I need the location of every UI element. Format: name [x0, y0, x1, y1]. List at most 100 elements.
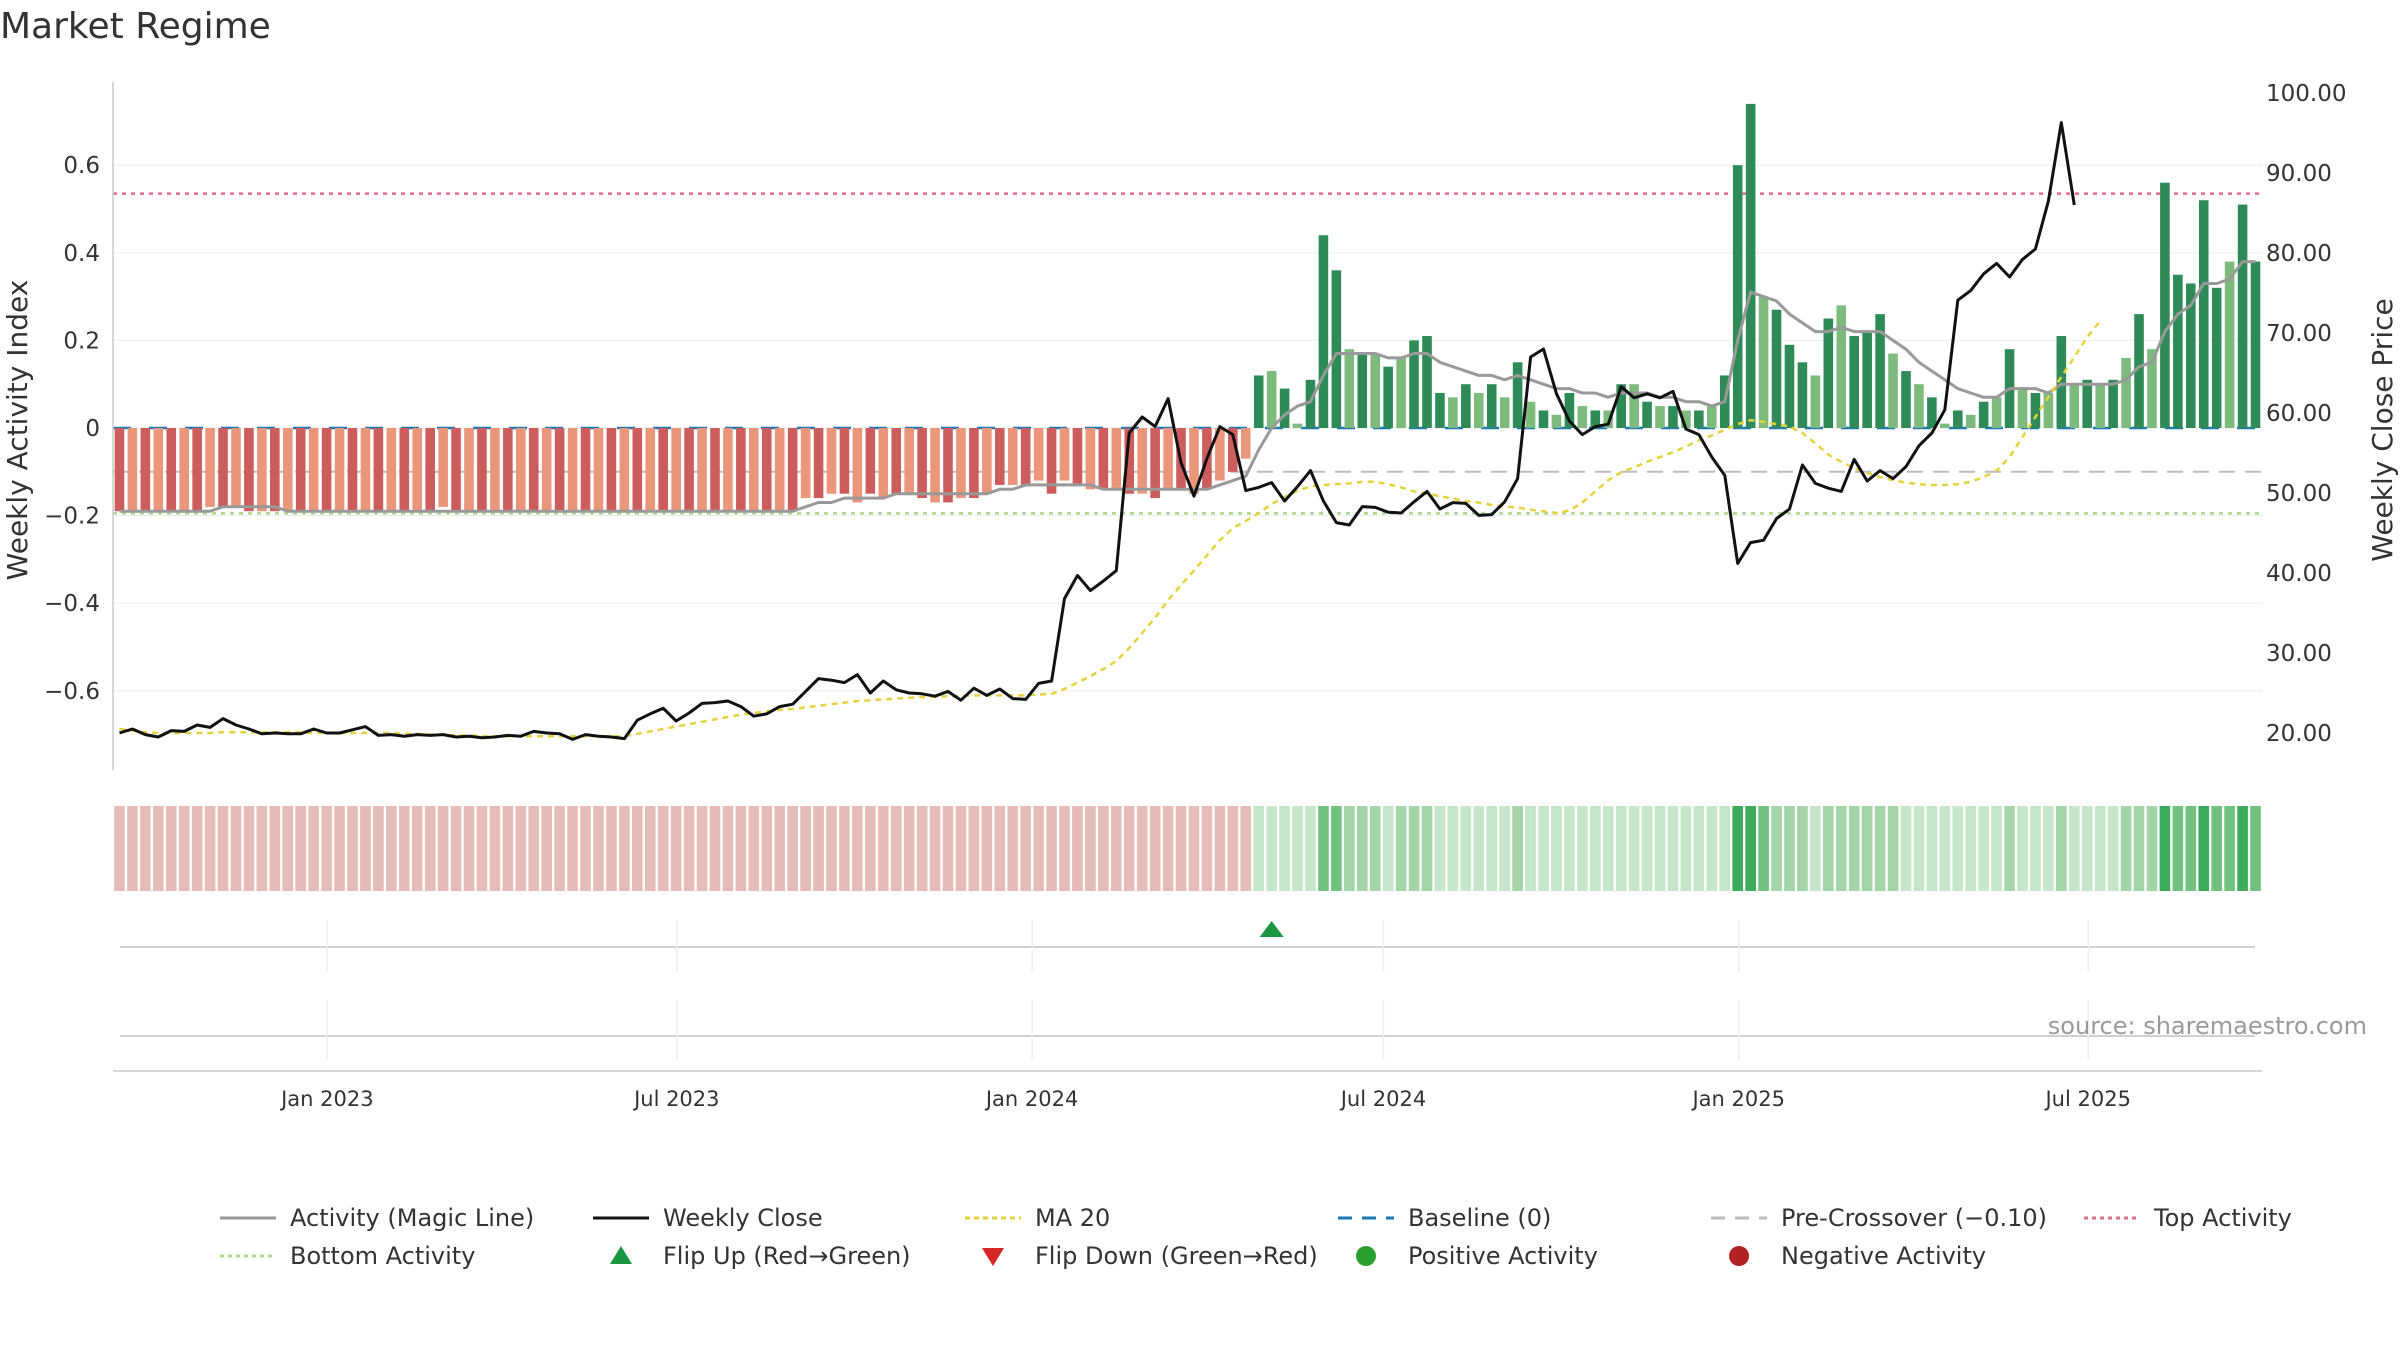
regime-strip-cell [1706, 806, 1718, 891]
activity-bar [1228, 428, 1238, 472]
regime-strip-cell [1823, 806, 1834, 891]
regime-strip-cell [230, 806, 242, 891]
regime-strip-cell [2133, 806, 2145, 891]
regime-strip-cell [994, 806, 1006, 891]
activity-bar [334, 428, 345, 512]
activity-bar [321, 428, 332, 512]
activity-bar [541, 428, 552, 512]
activity-bar [114, 428, 125, 512]
activity-bar [2017, 388, 2028, 428]
left-tick-label: −0.2 [44, 504, 100, 530]
regime-strip-cell [2146, 806, 2158, 891]
right-tick-label: 100.00 [2266, 81, 2346, 107]
regime-strip-cell [1512, 806, 1523, 891]
activity-bar [2056, 336, 2067, 428]
regime-strip-cell [1149, 806, 1161, 891]
activity-bar [2095, 384, 2105, 428]
legend-label: Top Activity [2153, 1204, 2292, 1232]
regime-strip-cell [1758, 806, 1769, 891]
regime-strip-cell [2068, 806, 2080, 891]
regime-strip-cell [308, 806, 319, 891]
regime-strip-cell [541, 806, 552, 891]
regime-strip-cell [2185, 806, 2197, 891]
regime-strip-cell [709, 806, 721, 891]
regime-strip-cell [580, 806, 591, 891]
right-tick-label: 40.00 [2266, 561, 2332, 587]
regime-strip-cell [1667, 806, 1679, 891]
activity-bar [1318, 235, 1329, 428]
right-tick-label: 70.00 [2266, 321, 2332, 347]
activity-bar [749, 428, 759, 512]
activity-bar [1461, 384, 1471, 428]
regime-strip-cell [114, 806, 125, 891]
activity-bar [1603, 410, 1614, 428]
regime-strip-cell [1007, 806, 1019, 891]
regime-strip-cell [748, 806, 760, 891]
regime-strip-cell [140, 806, 151, 891]
regime-strip-cell [528, 806, 540, 891]
activity-bar [580, 428, 591, 512]
activity-bar [270, 428, 280, 512]
regime-strip-cell [2030, 806, 2041, 891]
activity-bar [1694, 410, 1704, 428]
activity-bar [451, 428, 461, 512]
regime-strip-cell [127, 806, 138, 891]
regime-strip-cell [282, 806, 294, 891]
activity-bar [2082, 379, 2093, 428]
activity-bar [1784, 344, 1795, 428]
activity-bar [1409, 340, 1419, 428]
regime-strip-cell [1292, 806, 1303, 891]
regime-strip-cell [1628, 806, 1640, 891]
regime-strip-cell [450, 806, 462, 891]
activity-bar [1046, 428, 1057, 494]
regime-strip-cell [735, 806, 747, 891]
regime-strip-cell [631, 806, 643, 891]
activity-bar [282, 428, 293, 512]
chart-title: Market Regime [0, 6, 271, 47]
left-tick-label: −0.6 [44, 679, 100, 705]
regime-strip-cell [1641, 806, 1653, 891]
activity-bar [2108, 379, 2118, 428]
regime-strip-cell [1499, 806, 1510, 891]
activity-bar [516, 428, 526, 512]
activity-bar [244, 428, 254, 512]
regime-strip-cell [606, 806, 617, 891]
regime-strip-cell [1693, 806, 1705, 891]
regime-strip-cell [2017, 806, 2028, 891]
activity-bar [1124, 428, 1135, 494]
activity-bar [1370, 353, 1381, 428]
regime-strip-cell [1926, 806, 1938, 891]
regime-strip-cell [1253, 806, 1265, 891]
regime-strip-cell [217, 806, 229, 891]
activity-bar [994, 428, 1005, 485]
regime-strip-cell [2172, 806, 2184, 891]
regime-strip-cell [1848, 806, 1860, 891]
legend-label: Bottom Activity [290, 1242, 475, 1270]
regime-strip-cell [2094, 806, 2106, 891]
regime-strip-cell [1874, 806, 1886, 891]
activity-bar [1888, 353, 1898, 428]
activity-bar [1810, 375, 1821, 428]
left-tick-label: 0.4 [63, 241, 100, 267]
activity-bar [192, 428, 202, 512]
activity-bar [956, 428, 966, 499]
regime-strip-cell [800, 806, 811, 891]
activity-bar [1849, 336, 1859, 428]
activity-bar [166, 428, 177, 512]
activity-bar [917, 428, 927, 499]
activity-bar [1331, 270, 1342, 428]
activity-bar [503, 428, 513, 512]
regime-strip-cell [476, 806, 488, 891]
activity-bar [865, 428, 876, 494]
regime-strip-cell [502, 806, 514, 891]
legend-label: Baseline (0) [1408, 1204, 1551, 1232]
activity-bar [399, 428, 410, 512]
regime-strip-cell [1331, 806, 1342, 891]
activity-bar [800, 428, 811, 499]
legend-label: Flip Down (Green→Red) [1035, 1242, 1318, 1270]
activity-bar [982, 428, 992, 494]
regime-strip-cell [1913, 806, 1925, 891]
activity-bar [2237, 204, 2248, 428]
regime-strip-cell [2043, 806, 2054, 891]
activity-bar [606, 428, 617, 512]
